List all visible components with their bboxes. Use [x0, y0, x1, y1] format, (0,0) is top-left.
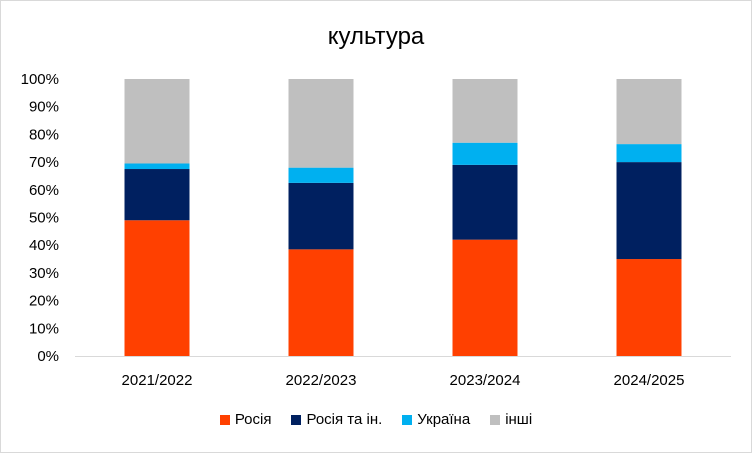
bar-segment: [288, 182, 354, 250]
bar-segment: [288, 167, 354, 183]
x-axis-ticks: 2021/2022 2022/2023 2023/2024 2024/2025: [122, 372, 685, 389]
chart-title: культура: [327, 23, 425, 50]
bar-segment: [124, 79, 190, 164]
y-axis-ticks: 0% 10% 20% 30% 40% 50% 60% 70% 80% 90% 100%: [21, 71, 59, 365]
legend-item: Україна: [402, 411, 470, 428]
bars: [124, 79, 682, 356]
legend-label: Росія та ін.: [306, 411, 383, 428]
legend-label: Україна: [417, 411, 471, 428]
y-tick-label: 90%: [29, 99, 59, 116]
bar-segment: [452, 79, 518, 143]
y-tick-label: 60%: [29, 182, 59, 199]
x-tick-label: 2022/2023: [286, 372, 357, 389]
legend-item: інші: [490, 411, 532, 428]
y-tick-label: 100%: [21, 71, 59, 88]
legend-swatch: [291, 414, 302, 425]
bar-segment: [616, 259, 682, 356]
bar-segment: [616, 79, 682, 145]
y-tick-label: 20%: [29, 293, 59, 310]
bar-segment: [452, 239, 518, 356]
bar-segment: [288, 79, 354, 168]
legend-label: інші: [505, 411, 533, 428]
legend-swatch: [219, 414, 230, 425]
bar-segment: [616, 144, 682, 163]
legend-swatch: [402, 414, 413, 425]
y-tick-label: 80%: [29, 126, 59, 143]
bar-segment: [616, 162, 682, 260]
y-tick-label: 10%: [29, 320, 59, 337]
bar-segment: [288, 249, 354, 356]
bar-segment: [452, 142, 518, 165]
bar-segment: [124, 220, 190, 356]
legend: Росія Росія та ін. Україна інші: [1, 411, 751, 428]
x-tick-label: 2023/2024: [450, 372, 521, 389]
legend-label: Росія: [234, 411, 272, 428]
y-tick-label: 50%: [29, 210, 59, 227]
legend-item: Росія та ін.: [291, 411, 382, 428]
y-tick-label: 40%: [29, 237, 59, 254]
y-tick-label: 30%: [29, 265, 59, 282]
bar-segment: [124, 163, 190, 170]
x-tick-label: 2024/2025: [614, 372, 685, 389]
x-tick-label: 2021/2022: [122, 372, 193, 389]
y-tick-label: 70%: [29, 154, 59, 171]
legend-item: Росія: [219, 411, 272, 428]
legend-swatch: [490, 414, 501, 425]
bar-segment: [124, 169, 190, 221]
bar-segment: [452, 164, 518, 240]
y-tick-label: 0%: [37, 348, 59, 365]
